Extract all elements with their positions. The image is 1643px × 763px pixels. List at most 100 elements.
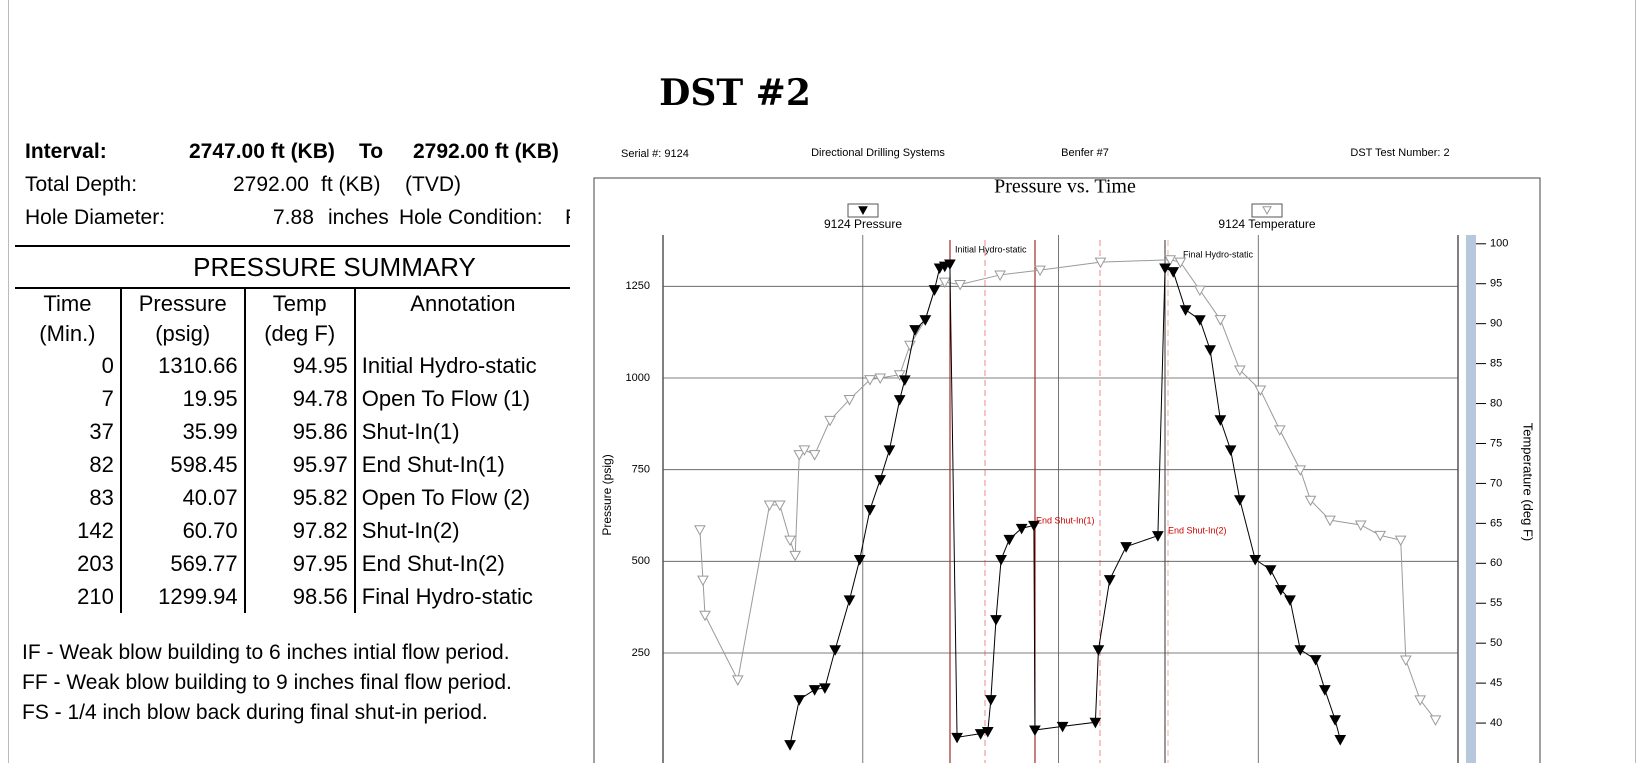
data-point — [974, 729, 987, 740]
legend-label: 9124 Pressure — [824, 217, 902, 231]
note: FS - 1/4 inch blow back during final shu… — [22, 701, 488, 724]
data-point — [773, 500, 786, 512]
y2-tick-label: 60 — [1490, 557, 1502, 569]
data-point — [893, 370, 906, 381]
data-point — [1284, 595, 1296, 606]
data-point — [694, 525, 706, 536]
data-point — [951, 732, 963, 744]
data-point — [1264, 565, 1277, 576]
data-point — [1089, 717, 1102, 729]
legend-label: 9124 Temperature — [1218, 217, 1316, 231]
data-point — [1249, 555, 1262, 566]
data-point — [1319, 685, 1331, 696]
y-tick-label: 1000 — [626, 372, 650, 384]
data-point — [938, 277, 951, 289]
cell: End Shut-In(2) — [361, 550, 505, 576]
y-axis-label: Pressure (psig) — [600, 454, 614, 535]
cell: 94.95 — [244, 349, 356, 382]
data-point — [1294, 645, 1307, 656]
label: Total Depth: — [25, 173, 138, 196]
chart-title: Pressure vs. Time — [994, 176, 1136, 198]
cell: 142 — [15, 514, 122, 547]
y2-tick-label: 100 — [1490, 238, 1508, 250]
data-point — [1429, 715, 1442, 726]
chart-frame — [593, 177, 1541, 763]
data-row: 83 40.07 95.82 Open To Flow (2) — [15, 481, 570, 514]
data-row: 142 60.70 97.82 Shut-In(2) — [15, 514, 570, 547]
pressure-summary-table: PRESSURE SUMMARY Time Pressure Temp Annotat… — [15, 245, 570, 613]
data-point — [1056, 721, 1069, 733]
note: IF - Weak blow building to 6 inches inti… — [22, 641, 510, 664]
y2-tick-label: 80 — [1490, 397, 1502, 409]
data-point — [904, 340, 916, 352]
data-row: 0 1310.66 94.95 Initial Hydro-static — [15, 349, 570, 382]
y2-tick-label: 90 — [1490, 318, 1502, 330]
data-point — [898, 375, 911, 386]
data-point — [919, 315, 932, 326]
cell: End Shut-In(1) — [361, 451, 505, 477]
cell: 1299.94 — [120, 580, 246, 613]
value: 7.88 — [273, 206, 314, 229]
data-point — [1233, 365, 1246, 377]
note: FF - Weak blow building to 9 inches fina… — [22, 671, 512, 694]
data-point — [1374, 530, 1387, 542]
data-point — [883, 445, 896, 456]
data-point — [1179, 305, 1192, 316]
data-point — [824, 415, 836, 427]
data-point — [990, 615, 1002, 626]
data-point — [1003, 534, 1016, 546]
value: 2792.00 — [233, 173, 309, 196]
cell: Final Hydro-static — [361, 583, 533, 609]
data-point — [789, 550, 802, 562]
column-header: (deg F) — [244, 319, 356, 349]
y-tick-label: 1250 — [626, 280, 650, 292]
column-header: Annotation — [410, 291, 516, 316]
data-point — [1034, 265, 1046, 277]
note: (TVD) — [405, 173, 461, 196]
event-lines — [949, 240, 1169, 763]
annotation: End Shut-In(1) — [1036, 515, 1095, 525]
serial: Serial #: 9124 — [621, 148, 689, 160]
data-point — [1028, 520, 1040, 532]
data-point — [808, 685, 821, 696]
data-point — [1254, 385, 1267, 396]
cell: Shut-In(1) — [361, 418, 460, 444]
y2-tick-label: 50 — [1490, 637, 1502, 649]
legend-marker — [1262, 206, 1272, 216]
table-title-row: PRESSURE SUMMARY — [15, 245, 570, 289]
series-line — [789, 263, 1341, 745]
data-point — [1214, 415, 1227, 426]
column-header: Temp — [244, 288, 356, 319]
data-point — [1274, 585, 1287, 596]
data-point — [1167, 267, 1180, 278]
cell: 40.07 — [120, 481, 246, 514]
cell: 0 — [15, 349, 122, 382]
data-row: 210 1299.94 98.56 Final Hydro-static — [15, 580, 570, 613]
cell: 97.95 — [244, 547, 356, 580]
test-number: DST Test Number: 2 — [1350, 147, 1449, 159]
data-point — [1324, 515, 1336, 527]
cell: 19.95 — [120, 382, 246, 415]
data-row: 37 35.99 95.86 Shut-In(1) — [15, 415, 570, 448]
y2-axis-label: Temperature (deg F) — [1521, 423, 1536, 542]
data-point — [1174, 257, 1187, 269]
table-body: PRESSURE SUMMARY Time Pressure Temp Annotat… — [15, 245, 570, 613]
y2-tick-label: 75 — [1490, 437, 1502, 449]
legend-box — [1251, 203, 1283, 218]
data-point — [1029, 725, 1041, 737]
data-point — [1214, 315, 1227, 326]
data-point — [928, 285, 941, 296]
data-point — [784, 535, 796, 547]
page-title: DST #2 — [659, 72, 811, 114]
data-point — [864, 375, 876, 386]
y2-tick-label: 55 — [1490, 597, 1502, 609]
value: 2747.00 ft (KB) — [189, 140, 335, 163]
data-point — [731, 675, 744, 686]
data-point — [829, 645, 841, 656]
column-header: Time — [15, 288, 122, 319]
data-point — [874, 475, 887, 486]
company: Directional Drilling Systems — [811, 147, 945, 159]
cell: 95.97 — [244, 448, 356, 481]
